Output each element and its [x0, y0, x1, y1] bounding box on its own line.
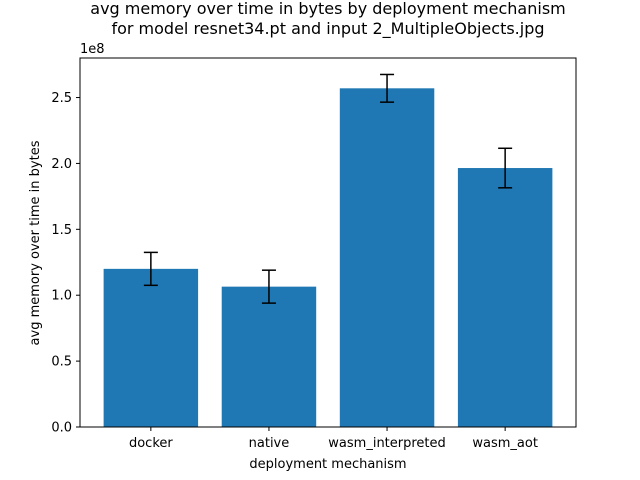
x-tick-label-native: native — [249, 436, 290, 451]
bar-native — [221, 286, 317, 427]
bar-wasm_aot — [457, 168, 553, 427]
chart-title-line-2: for model resnet34.pt and input 2_Multip… — [111, 19, 544, 39]
plot-frame — [79, 57, 577, 428]
bar-docker — [103, 268, 199, 427]
y-axis-multiplier: 1e8 — [80, 42, 105, 57]
bars-layer — [103, 88, 553, 427]
y-tick-label-5: 2.5 — [51, 91, 72, 106]
y-tick-label-4: 2.0 — [51, 157, 72, 172]
y-tick-label-0: 0.0 — [51, 421, 72, 436]
axes-layer: docker native wasm_interpreted wasm_aot 0.0 0… — [51, 57, 577, 451]
bar-wasm_interpreted — [339, 88, 435, 427]
y-tick-label-2: 1.0 — [51, 289, 72, 304]
y-tick-label-3: 1.5 — [51, 223, 72, 238]
x-axis-label: deployment mechanism — [249, 457, 406, 472]
error-bars-layer — [143, 73, 513, 304]
x-tick-label-docker: docker — [129, 436, 173, 451]
chart-title-line-1: avg memory over time in bytes by deploym… — [90, 0, 565, 18]
x-tick-label-wasm_interpreted: wasm_interpreted — [328, 436, 445, 451]
y-tick-label-1: 0.5 — [51, 355, 72, 370]
x-tick-label-wasm_aot: wasm_aot — [472, 436, 538, 451]
y-axis-label: avg memory over time in bytes — [28, 140, 43, 345]
